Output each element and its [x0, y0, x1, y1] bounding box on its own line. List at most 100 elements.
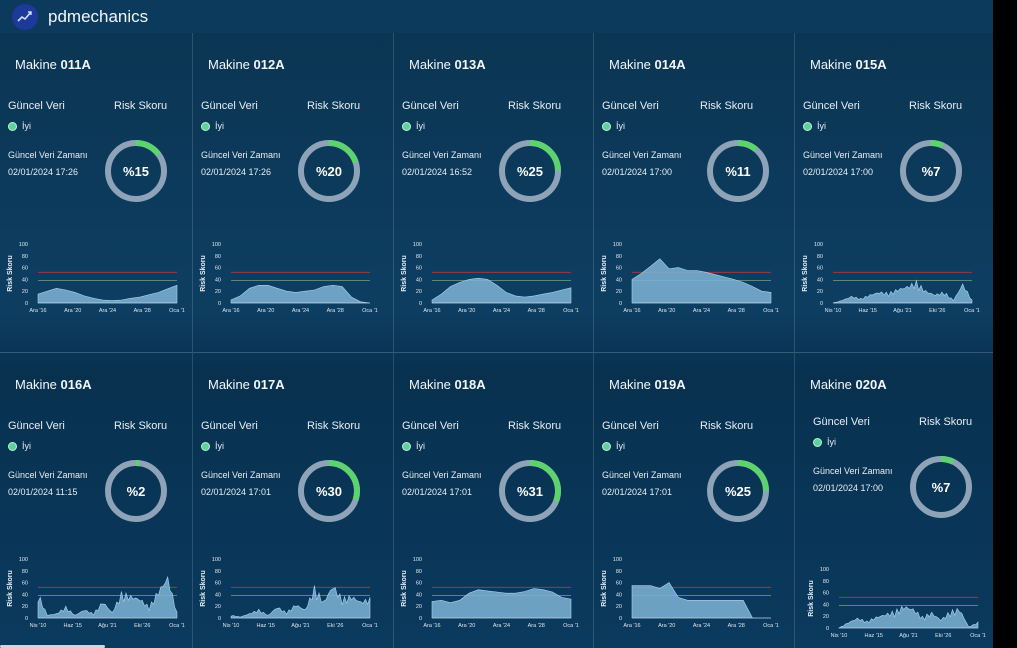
machine-card[interactable]: Makine 016A Güncel Veri Risk Skoru İyi Günce… [0, 353, 193, 648]
y-tick-label: 0 [619, 301, 622, 307]
machine-id: 012A [253, 57, 285, 72]
y-tick-label: 0 [826, 626, 829, 632]
x-tick-label: Ara '20 [458, 623, 475, 629]
status-indicator: İyi [402, 121, 425, 131]
risk-score-label: Risk Skoru [307, 420, 361, 432]
y-tick-label: 100 [413, 557, 422, 563]
machine-title: Makine 014A [602, 53, 693, 76]
machine-card[interactable]: Makine 015A Güncel Veri Risk Skoru İyi Günce… [795, 33, 993, 353]
risk-score-label: Risk Skoru [700, 420, 754, 432]
machine-card[interactable]: Makine 017A Güncel Veri Risk Skoru İyi Günce… [193, 353, 394, 648]
status-text: İyi [616, 121, 625, 131]
x-tick-label: Ara '28 [134, 308, 151, 314]
machine-card[interactable]: Makine 020A Güncel Veri Risk Skoru İyi Günce… [795, 353, 993, 648]
machine-id: 017A [253, 377, 285, 392]
y-tick-label: 60 [22, 581, 28, 587]
y-tick-label: 20 [215, 289, 221, 295]
machine-title: Makine 011A [8, 53, 98, 76]
y-tick-label: 80 [22, 254, 28, 260]
y-tick-label: 40 [22, 592, 28, 598]
x-tick-label: Ara '28 [728, 623, 745, 629]
x-tick-label: Oca '1 [169, 308, 185, 314]
data-time-label: Güncel Veri Zamanı [402, 150, 482, 160]
machine-id: 016A [60, 377, 92, 392]
data-time-label: Güncel Veri Zamanı [402, 470, 482, 480]
x-tick-label: Haz '15 [257, 623, 275, 629]
risk-area-series [431, 277, 572, 304]
trend-icon [17, 10, 32, 22]
risk-score-label: Risk Skoru [114, 420, 168, 432]
machine-title: Makine 012A [201, 53, 292, 76]
machine-card[interactable]: Makine 011A Güncel Veri Risk Skoru İyi Günce… [0, 33, 193, 353]
x-tick-label: Ara '16 [623, 308, 640, 314]
machine-prefix: Makine [609, 57, 651, 72]
y-tick-label: 80 [416, 569, 422, 575]
machine-prefix: Makine [810, 377, 852, 392]
machine-title: Makine 019A [602, 373, 693, 396]
data-time-label: Güncel Veri Zamanı [602, 470, 682, 480]
x-tick-label: Ara '24 [693, 623, 710, 629]
y-tick-label: 20 [416, 604, 422, 610]
x-tick-label: Haz '15 [865, 633, 883, 639]
y-tick-label: 80 [215, 569, 221, 575]
data-time-label: Güncel Veri Zamanı [813, 466, 893, 476]
status-dot-icon [803, 121, 812, 131]
top-bar: pdmechanics [0, 0, 993, 33]
risk-percent: %2 [127, 484, 146, 499]
x-tick-label: Ara '20 [257, 308, 274, 314]
machine-prefix: Makine [15, 57, 57, 72]
x-tick-label: Ara '20 [658, 623, 675, 629]
status-text: İyi [22, 121, 31, 131]
y-tick-label: 80 [817, 254, 823, 260]
status-dot-icon [602, 441, 611, 451]
y-tick-label: 60 [416, 266, 422, 272]
machine-id: 015A [855, 57, 887, 72]
y-tick-label: 60 [616, 581, 622, 587]
x-tick-label: Eki '26 [134, 623, 150, 629]
status-dot-icon [602, 121, 611, 131]
y-tick-label: 60 [215, 266, 221, 272]
donut-fill [499, 140, 561, 202]
x-tick-label: Ara '16 [222, 308, 239, 314]
data-time-value: 02/01/2024 17:01 [201, 487, 272, 497]
risk-score-label: Risk Skoru [700, 100, 754, 112]
risk-percent: %30 [316, 484, 342, 499]
machine-card[interactable]: Makine 013A Güncel Veri Risk Skoru İyi Günce… [394, 33, 594, 353]
machine-prefix: Makine [409, 377, 451, 392]
machine-card[interactable]: Makine 014A Güncel Veri Risk Skoru İyi Günce… [594, 33, 795, 353]
y-tick-label: 100 [19, 557, 28, 563]
horizontal-scrollbar[interactable] [0, 645, 105, 648]
y-tick-label: 0 [419, 616, 422, 622]
status-dot-icon [402, 121, 411, 131]
risk-percent: %25 [725, 484, 751, 499]
x-tick-label: Ara '16 [423, 308, 440, 314]
risk-score-label: Risk Skoru [508, 100, 562, 112]
y-axis-label: Risk Skoru [200, 570, 207, 607]
data-time-label: Güncel Veri Zamanı [201, 470, 281, 480]
current-data-label: Güncel Veri [8, 420, 65, 432]
machine-prefix: Makine [208, 377, 250, 392]
x-tick-label: Eki '26 [327, 623, 343, 629]
status-indicator: İyi [813, 437, 836, 447]
current-data-label: Güncel Veri [201, 420, 258, 432]
machine-card[interactable]: Makine 019A Güncel Veri Risk Skoru İyi Günce… [594, 353, 795, 648]
machine-card[interactable]: Makine 018A Güncel Veri Risk Skoru İyi Günce… [394, 353, 594, 648]
y-tick-label: 40 [22, 277, 28, 283]
x-tick-label: Ara '24 [693, 308, 710, 314]
x-tick-label: Nis '10 [223, 623, 240, 629]
y-tick-label: 80 [416, 254, 422, 260]
machine-card[interactable]: Makine 012A Güncel Veri Risk Skoru İyi Günce… [193, 33, 394, 353]
risk-donut: %11 [707, 140, 769, 202]
y-tick-label: 40 [416, 592, 422, 598]
machine-prefix: Makine [409, 57, 451, 72]
current-data-label: Güncel Veri [813, 416, 870, 428]
y-tick-label: 0 [218, 301, 221, 307]
donut-fill [298, 140, 360, 202]
status-indicator: İyi [402, 441, 425, 451]
y-tick-label: 20 [22, 604, 28, 610]
x-tick-label: Ara '16 [29, 308, 46, 314]
app-logo[interactable] [12, 3, 38, 30]
y-tick-label: 40 [616, 592, 622, 598]
